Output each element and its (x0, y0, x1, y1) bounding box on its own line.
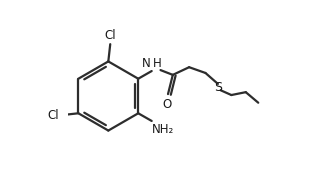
Text: S: S (214, 81, 222, 94)
Text: NH₂: NH₂ (152, 123, 174, 136)
Text: N: N (142, 57, 151, 70)
Text: Cl: Cl (48, 109, 59, 122)
Text: Cl: Cl (104, 29, 116, 42)
Text: O: O (162, 98, 172, 111)
Text: H: H (153, 56, 161, 70)
